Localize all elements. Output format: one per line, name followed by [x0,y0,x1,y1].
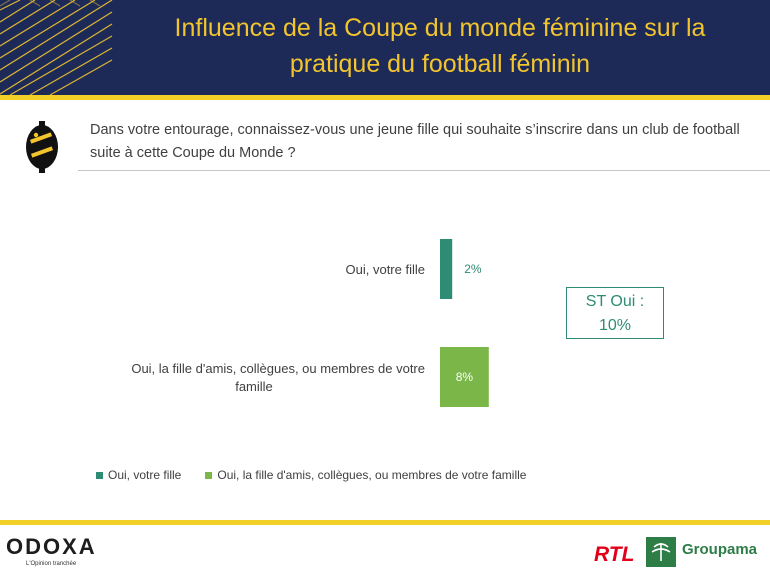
bar-chart: 2% Oui, votre fille 8% Oui, la fille d'amis… [131,239,489,407]
odoxa-tagline: L'Opinion tranchée [26,561,77,567]
page-title: Influence de la Coupe du monde féminine … [120,10,760,82]
rtl-logo: RTL [594,543,634,565]
bar-1 [440,239,453,299]
rtl-logo-text: RTL [594,543,634,565]
total-yes-label: ST Oui : [585,293,645,310]
bar-value-label-1: 2% [464,262,482,276]
legend-label-2: Oui, la fille d'amis, collègues, ou memb… [217,468,527,482]
title-line-2: pratique du football féminin [289,50,591,78]
survey-question: Dans votre entourage, connaissez-vous un… [90,122,740,161]
category-label-2-line-1: Oui, la fille d'amis, collègues, ou memb… [131,361,425,376]
decorative-pattern [0,0,113,95]
chart-legend: Oui, votre fille Oui, la fille d'amis, c… [96,468,550,482]
odoxa-logo: ODOXA [6,534,97,559]
total-yes-box: ST Oui : 10% [566,287,664,339]
legend-label-1: Oui, votre fille [108,468,182,482]
legend-swatch-1 [96,471,103,479]
total-yes-value: 10% [598,317,632,334]
bar-value-label-2: 8% [456,370,474,384]
title-line-1: Influence de la Coupe du monde féminine … [174,14,706,42]
question-icon [22,121,62,178]
header-banner: Influence de la Coupe du monde féminine … [0,0,770,95]
bar-2 [440,347,489,407]
legend-swatch-2 [205,471,213,479]
footer-divider [0,520,770,525]
category-label-1-line-1: Oui, votre fille [346,262,425,277]
groupama-logo-text: Groupama [682,541,758,558]
question-underline [78,170,770,171]
legend-item-1: Oui, votre fille [96,468,181,482]
groupama-icon [646,537,676,567]
legend-item-2: Oui, la fille d'amis, collègues, ou memb… [205,468,526,482]
header-divider [0,95,770,100]
category-label-2-line-2: famille [235,379,273,394]
